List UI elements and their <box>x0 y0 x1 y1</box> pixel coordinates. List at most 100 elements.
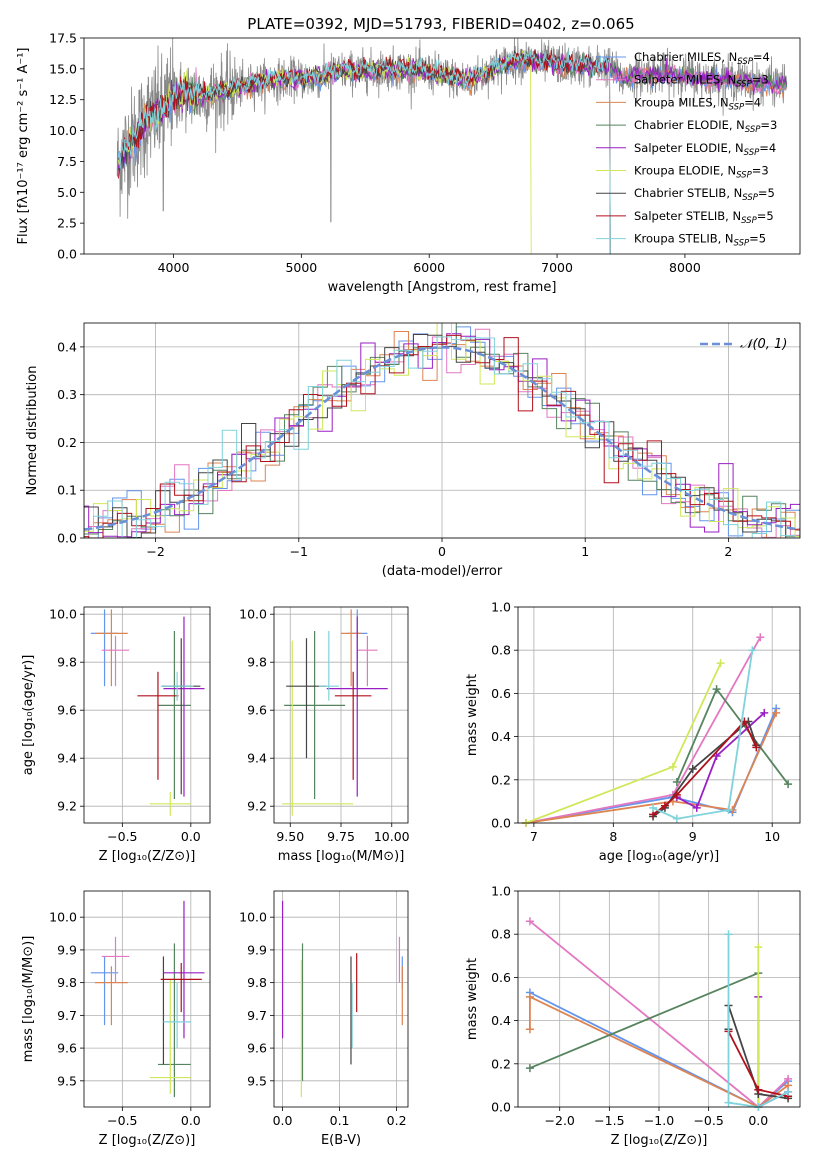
weight-marker <box>712 685 721 694</box>
legend-entry-subscript: SSP <box>734 239 750 249</box>
y-tick-label: 2.5 <box>57 216 77 231</box>
weight-line-kroupa-miles <box>525 712 778 824</box>
y-tick-label: 9.9 <box>57 942 77 957</box>
y-axis-label: Normed distribution <box>25 366 40 496</box>
y-axis-label: mass weight <box>465 674 480 756</box>
errorbar-point <box>163 982 191 1049</box>
legend-entry-name: Kroupa ELODIE, N <box>634 164 736 178</box>
y-tick-label: 0.0 <box>57 531 77 546</box>
x-tick-label: 6000 <box>413 260 445 275</box>
y-tick-label: 9.4 <box>247 751 267 766</box>
y-tick-label: 0.4 <box>491 729 511 744</box>
weight-marker <box>716 659 725 668</box>
x-tick-label: −0.5 <box>107 1113 137 1128</box>
legend-entry-count: =4 <box>744 95 761 109</box>
legend-entry-count: =3 <box>760 118 777 132</box>
legend-entry-name: Salpeter STELIB, N <box>634 209 741 223</box>
weight-marker <box>672 790 681 799</box>
x-axis-label: E(B-V) <box>321 1133 361 1148</box>
legend-entry-subscript: SSP <box>736 171 752 181</box>
legend-entry: Kroupa MILES, NSSP=4 <box>634 95 761 112</box>
legend-entry-count: =5 <box>757 209 774 223</box>
y-tick-label: 0.8 <box>491 643 511 658</box>
y-tick-label: 0.1 <box>57 483 77 498</box>
x-tick-label: 0.0 <box>181 1113 201 1128</box>
mass-vs-EBV-frame <box>273 890 409 1108</box>
mass-vs-EBV-grid <box>274 891 408 1107</box>
y-tick-label: 0.0 <box>57 247 77 262</box>
weight-marker <box>660 801 669 810</box>
x-tick-label: 9.50 <box>276 829 304 844</box>
errorbar-point <box>157 631 191 799</box>
x-tick-label: 2 <box>724 544 732 559</box>
errorbar-point <box>284 631 346 799</box>
legend-entry: Kroupa ELODIE, NSSP=3 <box>634 164 769 181</box>
weight-marker <box>692 803 701 812</box>
legend-entry-subscript: SSP <box>742 193 758 203</box>
y-tick-label: 0.6 <box>491 686 511 701</box>
x-tick-label: 0.1 <box>330 1113 350 1128</box>
y-tick-label: 9.5 <box>247 1073 267 1088</box>
y-axis-label: mass weight <box>465 958 480 1040</box>
y-tick-label: 9.6 <box>57 703 77 718</box>
y-tick-label: 9.6 <box>247 703 267 718</box>
legend-entry-count: =3 <box>752 164 769 178</box>
model-spectrum-chabrier-stelib <box>118 49 611 254</box>
y-tick-label: 5.0 <box>57 185 77 200</box>
y-tick-label: 0.4 <box>57 339 77 354</box>
x-tick-label: 10 <box>764 829 780 844</box>
mass-vs-Z-grid <box>84 891 210 1107</box>
legend-entry: Salpeter MILES, NSSP=3 <box>634 73 769 90</box>
legend-entry-count: =3 <box>752 73 769 87</box>
y-tick-label: 9.2 <box>57 799 77 814</box>
y-tick-label: 9.8 <box>247 975 267 990</box>
weight-vs-Z-panel: −2.0 −1.5 −1.0 −0.5 0.0 0.0 0.2 0.4 0.6 0.8 1.0 Z [… <box>465 884 801 1148</box>
legend-entry-subscript: SSP <box>745 125 761 135</box>
weight-marker <box>649 803 658 812</box>
legend-entry-subscript: SSP <box>741 216 757 226</box>
x-tick-label: 0.0 <box>748 1113 768 1128</box>
errorbar-point <box>318 631 339 701</box>
y-tick-label: 9.7 <box>247 1008 267 1023</box>
mass-vs-EBV-panel: 0.0 0.1 0.2 9.5 9.6 9.7 9.8 9.9 10.0 E(B-V) <box>239 890 409 1148</box>
legend-entry: Salpeter ELODIE, NSSP=4 <box>634 141 776 158</box>
legend-normal-label: 𝒩(0, 1) <box>740 337 787 352</box>
errorbar-point <box>101 635 130 687</box>
y-tick-label: 1.0 <box>491 600 511 615</box>
y-tick-label: 9.2 <box>247 799 267 814</box>
model-spectrum-kroupa-stelib <box>118 49 611 254</box>
y-tick-label: 0.6 <box>491 970 511 985</box>
y-tick-label: 0.2 <box>491 772 511 787</box>
y-tick-label: 9.5 <box>57 1073 77 1088</box>
age-vs-Z-frame <box>83 606 211 824</box>
x-tick-label: 8000 <box>669 260 701 275</box>
x-tick-label: 7 <box>530 829 538 844</box>
y-tick-label: 0.0 <box>491 1100 511 1115</box>
x-tick-label: −1 <box>290 544 308 559</box>
spectrum-legend: Chabrier MILES, N SSP =4 Salpeter MILES, NS… <box>596 50 777 249</box>
legend-entry-subscript: SSP <box>744 148 760 158</box>
y-tick-label: 10.0 <box>49 607 77 622</box>
x-tick-label: 5000 <box>285 260 317 275</box>
y-tick-label: 9.8 <box>247 655 267 670</box>
x-tick-label: −0.5 <box>107 829 137 844</box>
residuals-panel: −2 −1 0 1 2 0.0 0.1 0.2 0.3 0.4 (data-model)/error… <box>25 322 801 579</box>
legend-entry-count: =4 <box>753 50 770 64</box>
y-tick-label: 0.0 <box>491 816 511 831</box>
errorbar-point <box>163 900 205 1039</box>
x-tick-label: 4000 <box>158 260 190 275</box>
y-tick-label: 1.0 <box>491 884 511 899</box>
weight-marker <box>672 777 681 786</box>
x-tick-label: −2.0 <box>545 1113 575 1128</box>
errorbar-point <box>326 616 388 797</box>
weight-marker <box>724 930 733 939</box>
x-tick-label: −1.0 <box>644 1113 674 1128</box>
errorbar-point <box>149 979 191 1094</box>
errorbar-point <box>160 671 194 701</box>
x-axis-label: Z [log₁₀(Z/Z⊙)] <box>611 1133 708 1148</box>
legend-entry-name: Chabrier MILES, N <box>634 50 737 64</box>
y-tick-label: 7.5 <box>57 154 77 169</box>
x-axis-label: wavelength [Angstrom, rest frame] <box>328 280 557 295</box>
weight-vs-age-panel: 7 8 9 10 0.0 0.2 0.4 0.6 0.8 1.0 age [log₁₀(age/yr… <box>465 600 801 864</box>
